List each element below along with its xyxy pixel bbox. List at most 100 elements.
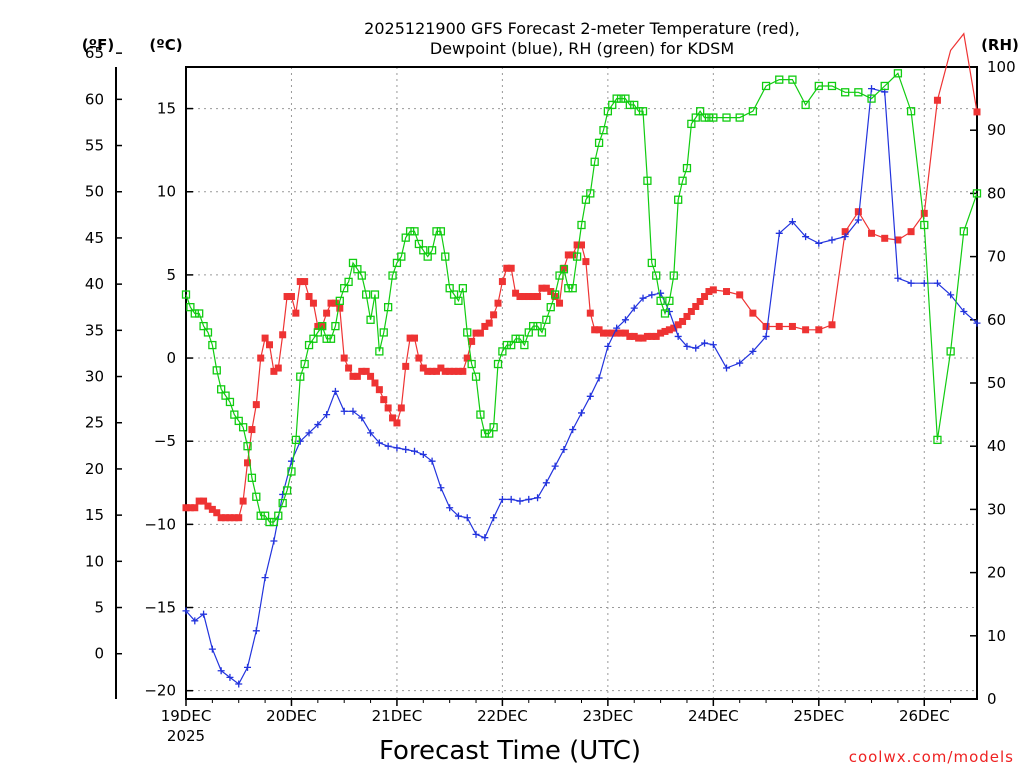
- dewpoint-point: [507, 495, 515, 503]
- dewpoint-point: [314, 421, 322, 429]
- rh-point: [401, 233, 410, 242]
- rh-point: [454, 296, 463, 305]
- temperature-point: [283, 293, 291, 301]
- temperature-point: [701, 293, 709, 301]
- rh-point: [186, 303, 195, 312]
- dewpoint-point: [287, 457, 295, 465]
- x-tick-label: 22DEC: [477, 707, 528, 725]
- rh-point: [665, 296, 674, 305]
- dewpoint-point: [560, 446, 568, 454]
- rh-tick-label: 60: [987, 311, 1006, 329]
- rh-point: [221, 391, 230, 400]
- rh-point: [427, 246, 437, 255]
- dewpoint-point: [367, 429, 375, 437]
- rh-point: [370, 290, 380, 299]
- temperature-point: [296, 278, 304, 286]
- temperature-point: [345, 364, 353, 372]
- x-tick-label: 19DEC: [161, 707, 212, 725]
- dewpoint-point: [841, 233, 849, 241]
- rh-point: [388, 271, 397, 280]
- rh-point: [507, 340, 516, 350]
- rh-point: [502, 340, 511, 350]
- rh-point: [309, 334, 318, 343]
- temperature-point: [428, 367, 436, 375]
- rh-point: [748, 107, 758, 116]
- x-tick-label: 25DEC: [794, 707, 845, 725]
- rh-point: [515, 334, 525, 343]
- dewpoint-point: [217, 667, 225, 675]
- rh-point: [366, 315, 375, 324]
- temperature-point: [626, 332, 634, 340]
- temperature-point: [415, 354, 423, 362]
- dewpoint-point: [960, 307, 968, 315]
- dewpoint-point: [226, 673, 234, 681]
- temperature-point: [200, 497, 208, 505]
- temperature-point: [424, 367, 432, 375]
- temperature-point: [217, 514, 225, 522]
- temperature-point: [213, 509, 221, 517]
- temperature-series: [182, 32, 981, 522]
- rh-point: [788, 75, 797, 84]
- temperature-point: [652, 332, 660, 340]
- rh-point: [529, 321, 538, 331]
- temperature-point: [556, 299, 564, 307]
- temperature-point: [248, 426, 256, 434]
- temperature-point: [775, 322, 783, 330]
- fahrenheit-tick-label: 20: [85, 460, 104, 478]
- rh-point: [318, 321, 327, 331]
- dewpoint-point: [358, 414, 366, 422]
- dewpoint-point: [402, 446, 410, 454]
- temperature-point: [459, 367, 467, 375]
- rh-point: [638, 107, 648, 116]
- rh-point: [282, 486, 292, 495]
- rh-point: [256, 511, 265, 520]
- rh-point: [775, 75, 784, 84]
- rh-point: [761, 81, 771, 91]
- rh-point: [195, 309, 204, 318]
- fahrenheit-tick-label: 30: [85, 368, 104, 386]
- rh-point: [669, 271, 678, 280]
- rh-point: [287, 467, 296, 476]
- dewpoint-point: [578, 409, 585, 417]
- rh-tick-label: 0: [987, 690, 997, 708]
- rh-point: [405, 227, 415, 236]
- rh-point: [801, 100, 810, 110]
- rh-point: [331, 321, 340, 331]
- rh-point: [625, 100, 634, 110]
- temperature-point: [868, 229, 876, 237]
- dewpoint-point: [947, 291, 955, 299]
- rh-point: [972, 189, 982, 198]
- temperature-point: [419, 364, 427, 372]
- rh-point: [542, 315, 551, 324]
- dewpoint-point: [749, 347, 757, 355]
- rh-point: [230, 410, 239, 419]
- temperature-point: [222, 514, 230, 522]
- temperature-point: [933, 96, 941, 104]
- dewpoint-point: [586, 392, 594, 400]
- dewpoint-point: [542, 479, 550, 487]
- dewpoint-point: [305, 429, 313, 437]
- rh-tick-label: 30: [987, 500, 1006, 518]
- rh-point: [458, 284, 468, 293]
- temperature-point: [661, 327, 669, 335]
- dewpoint-point: [595, 374, 603, 382]
- x-tick-label: 21DEC: [372, 707, 423, 725]
- temperature-point: [468, 337, 476, 345]
- celsius-tick-label: 15: [157, 100, 176, 118]
- rh-point: [656, 296, 665, 305]
- temperature-point: [437, 364, 445, 372]
- temperature-point: [639, 334, 647, 342]
- temperature-point: [476, 329, 484, 337]
- rh-point: [467, 359, 476, 369]
- dewpoint-point: [393, 444, 401, 452]
- credit-text: coolwx.com/models: [849, 748, 1014, 766]
- temperature-point: [591, 326, 599, 334]
- rh-point: [243, 442, 252, 451]
- rh-point: [322, 334, 331, 343]
- dewpoint-point: [200, 610, 208, 618]
- rh-point: [555, 271, 564, 280]
- rh-point: [586, 189, 595, 198]
- rh-point: [621, 94, 630, 103]
- temperature-point: [503, 264, 511, 272]
- grid-lines: [186, 67, 977, 699]
